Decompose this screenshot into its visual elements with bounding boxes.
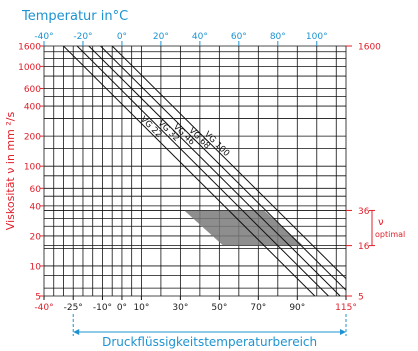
grid	[43, 45, 347, 297]
annotations: ν optimal Druckflüssigkeitstemperaturberei…	[72, 209, 405, 349]
series-line-vg-22	[63, 46, 316, 296]
series-line-vg-46	[88, 46, 341, 296]
left-tick-label: 60	[30, 185, 42, 195]
left-tick-label: 200	[24, 133, 41, 143]
bottom-tick-label: 50°	[211, 303, 227, 313]
top-axis-title: Temperatur in°C	[21, 9, 128, 24]
top-tick-label: 80°	[270, 32, 286, 42]
bottom-tick-label: 0°	[117, 303, 127, 313]
optimal-region	[184, 210, 304, 246]
left-tick-label: 1000	[18, 63, 41, 73]
top-tick-label: 0°	[117, 32, 127, 42]
right-tick-label: 5	[358, 293, 364, 303]
bottom-tick-label: 10°	[133, 303, 149, 313]
right-tick-label: 36	[358, 207, 370, 217]
left-tick-label: 400	[24, 103, 41, 113]
bottom-tick-label: 115°	[335, 303, 357, 313]
bottom-tick-label: -40°	[34, 303, 53, 313]
left-tick-label: 600	[24, 85, 41, 95]
bottom-tick-label: 70°	[250, 303, 266, 313]
top-tick-label: 20°	[153, 32, 169, 42]
top-tick-label: 40°	[192, 32, 208, 42]
left-tick-label: 40	[30, 202, 42, 212]
series-line-vg-100	[111, 46, 346, 280]
top-tick-label: -40°	[34, 32, 53, 42]
top-tick-label: -20°	[73, 32, 92, 42]
left-tick-label: 100	[24, 163, 41, 173]
top-tick-label: 60°	[231, 32, 247, 42]
axis-labels: -40° -20° 0° 20° 40° 60° 80° 100° -40° -25° -10° 0°…	[4, 32, 381, 313]
y-axis-title: Viskosität ν in mm ²/s	[4, 112, 17, 231]
range-arrow-left	[73, 329, 80, 335]
right-tick-label: 16	[358, 242, 370, 252]
top-tick-label: 100°	[306, 32, 328, 42]
range-arrow-right	[340, 329, 346, 335]
bottom-tick-label: -10°	[93, 303, 112, 313]
range-annotation-label: Druckflüssigkeitstemperaturbereich	[102, 335, 317, 349]
optimal-region-shape	[184, 210, 304, 246]
optimal-nu-label: ν	[378, 217, 384, 228]
bottom-tick-label: -25°	[64, 303, 83, 313]
bottom-tick-label: 30°	[172, 303, 188, 313]
left-tick-label: 20	[30, 232, 42, 242]
left-tick-label: 10	[30, 262, 42, 272]
optimal-sub-label: optimal	[375, 230, 405, 239]
series-line-vg-32	[76, 46, 329, 296]
right-tick-label: 1600	[358, 43, 381, 53]
bottom-tick-label: 90°	[289, 303, 305, 313]
series-line-vg-68	[100, 46, 346, 291]
left-tick-label: 5	[35, 293, 41, 303]
left-tick-label: 1600	[18, 43, 41, 53]
